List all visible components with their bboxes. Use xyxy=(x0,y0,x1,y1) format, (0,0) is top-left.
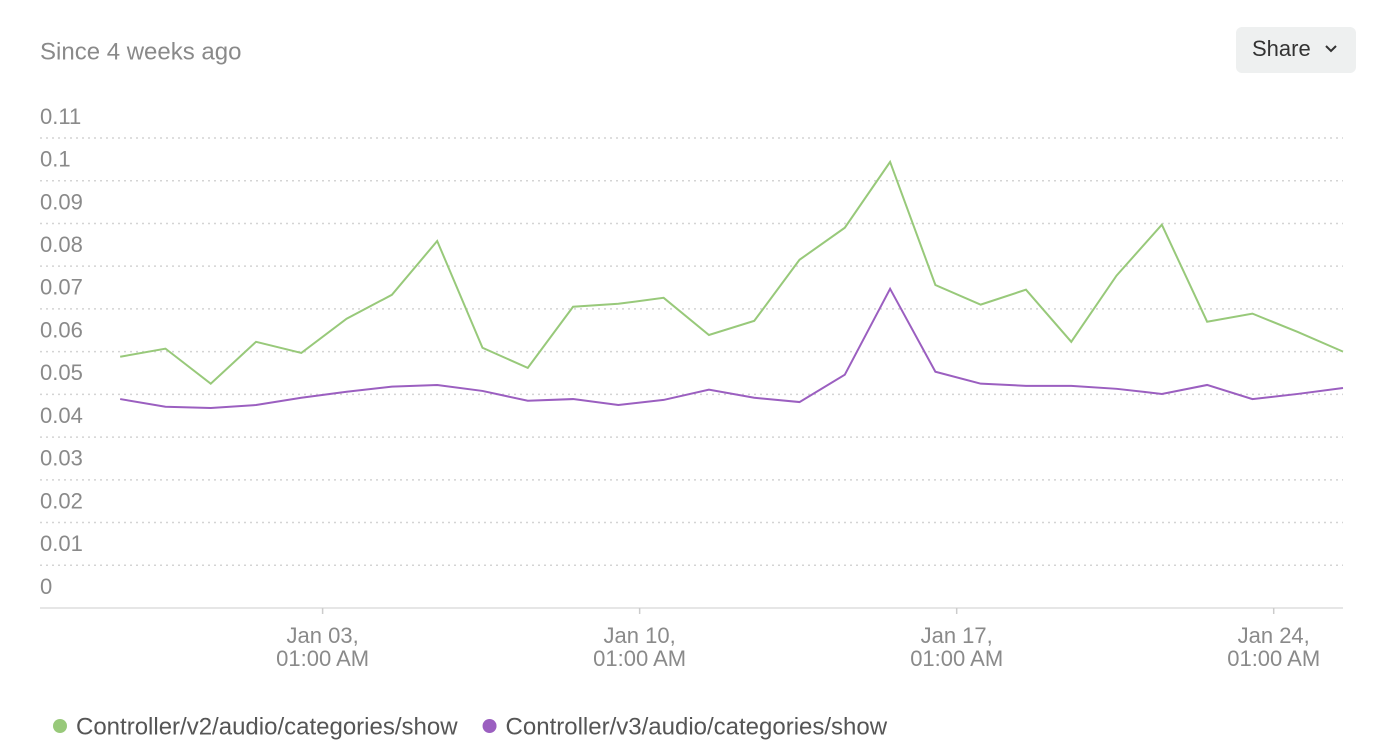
legend-swatch xyxy=(482,719,497,733)
y-tick-label: 0.01 xyxy=(40,531,83,556)
y-tick-label: 0 xyxy=(40,574,52,599)
chevron[interactable] xyxy=(1325,45,1337,53)
y-tick-label: 0.04 xyxy=(40,403,83,428)
x-tick-label: Jan 03, 01:00 AM xyxy=(276,623,369,671)
y-tick-label: 0.05 xyxy=(40,360,83,385)
legend-label: Controller/v3/audio/categories/show xyxy=(506,713,888,740)
legend-swatch xyxy=(53,719,67,733)
x-tick-label-line: 01:00 AM xyxy=(910,646,1003,671)
x-tick-label-line: 01:00 AM xyxy=(276,646,369,671)
y-tick-label: 0.11 xyxy=(40,104,81,129)
x-tick-label-line: Jan 03, xyxy=(287,623,359,648)
y-tick-label: 0.1 xyxy=(40,147,71,172)
share-label[interactable]: Share xyxy=(1252,36,1311,61)
x-tick-label: Jan 24, 01:00 AM xyxy=(1227,623,1320,671)
chart-title: Since 4 weeks ago xyxy=(40,38,241,65)
x-tick-label-line: Jan 10, xyxy=(604,623,676,648)
series-line xyxy=(119,286,1344,410)
y-tick-label: 0.03 xyxy=(40,446,83,471)
x-tick-label-line: Jan 24, xyxy=(1238,623,1310,648)
y-tick-label: 0.02 xyxy=(40,488,83,513)
x-tick-label-line: Jan 17, xyxy=(921,623,993,648)
x-tick-label: Jan 10, 01:00 AM xyxy=(593,623,686,671)
y-tick-label: 0.09 xyxy=(40,189,83,214)
share-button-bg[interactable] xyxy=(1236,27,1356,73)
x-tick-label: Jan 17, 01:00 AM xyxy=(910,623,1003,671)
y-tick-label: 0.07 xyxy=(40,275,83,300)
legend-label: Controller/v2/audio/categories/show xyxy=(76,713,458,740)
y-tick-label: 0.08 xyxy=(40,232,83,257)
series-line xyxy=(119,159,1344,385)
share-button[interactable]: Share xyxy=(1236,27,1356,73)
x-tick-label-line: 01:00 AM xyxy=(593,646,686,671)
x-tick-label-line: 01:00 AM xyxy=(1227,646,1320,671)
y-tick-label: 0.06 xyxy=(40,317,83,342)
